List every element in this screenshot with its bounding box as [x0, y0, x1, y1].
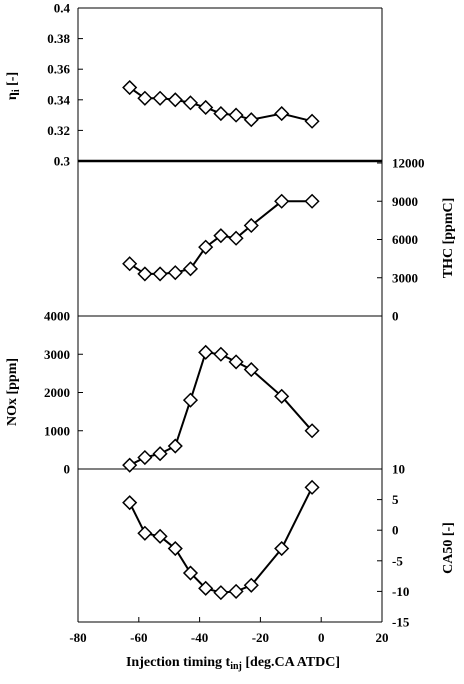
panel-3-point — [198, 344, 214, 360]
panel-2-point — [167, 265, 183, 281]
panel-3-ylabel: NOx [ppm] — [5, 358, 20, 426]
panel-2-point — [228, 230, 244, 246]
panel-4-ytick-label: 0 — [392, 523, 399, 538]
panel-3-point — [167, 438, 183, 454]
panel-4-point — [122, 495, 138, 511]
panel-1-point — [137, 90, 153, 106]
panel-4-ytick-label: -5 — [392, 553, 403, 568]
panel-2-point — [243, 217, 259, 234]
panel-4-point — [213, 585, 229, 601]
panel-2-ytick-label: 12000 — [392, 156, 425, 171]
panel-2-point — [274, 193, 290, 209]
chart-panels: 0.3 0.32 0.34 0.36 0.38 0.4 0 3000 6000 9000 12000… — [44, 1, 425, 646]
panel-2-ytick-label: 6000 — [392, 232, 418, 247]
panel-4-point — [228, 583, 244, 599]
panel-1-ytick-label: 0.32 — [47, 123, 70, 138]
panel-1-ytick-label: 0.36 — [47, 62, 70, 77]
panel-3-point — [274, 388, 290, 404]
panel-4-point — [167, 540, 183, 557]
panel-2-point — [152, 266, 168, 282]
panel-4-ytick-label: -15 — [392, 615, 410, 630]
panel-1-ylabel: ηi [-] — [5, 72, 22, 100]
panel-4-point — [152, 528, 168, 544]
panel-3-point — [122, 457, 138, 473]
panel-1-ytick-label: 0.3 — [54, 154, 71, 169]
panel-2-ytick-label: 3000 — [392, 270, 418, 285]
panel-3-ytick-label: 4000 — [44, 309, 70, 324]
panel-3-point — [304, 423, 320, 439]
panel-2-ylabel: THC [ppmC] — [441, 198, 456, 279]
panel-1-point — [198, 99, 214, 116]
panel-3-point — [228, 354, 244, 370]
panel-3-point — [137, 449, 153, 466]
panel-1-ytick-label: 0.38 — [47, 31, 70, 46]
panel-1-point — [213, 106, 229, 122]
panel-4-point — [198, 580, 214, 596]
panel-4-point — [243, 577, 259, 593]
panel-1-point — [243, 112, 259, 128]
panel-2-point — [122, 256, 138, 272]
panel-2-point — [198, 239, 214, 255]
panel-1-point — [304, 113, 320, 129]
panel-4-point — [182, 565, 199, 581]
panel-1-ytick-label: 0.4 — [54, 1, 71, 16]
x-tick-label: -60 — [130, 630, 147, 645]
x-tick-label: -80 — [69, 630, 86, 645]
panel-1-point — [167, 92, 183, 108]
panel-3-ytick-label: 0 — [64, 462, 71, 477]
panel-3-point — [152, 446, 168, 462]
x-tick-label: 20 — [376, 630, 389, 645]
panel-1-point — [122, 79, 138, 96]
panel-1-point — [182, 95, 199, 111]
panel-4-ytick-label: -10 — [392, 584, 409, 599]
panel-2-ytick-label: 0 — [392, 309, 399, 324]
panel-2-ytick-label: 9000 — [392, 194, 418, 209]
panel-3-ytick-label: 2000 — [44, 385, 70, 400]
panel-1-point — [274, 106, 290, 122]
panel-2-point — [137, 266, 153, 282]
panel-1-point — [152, 90, 168, 106]
panel-3-ytick-label: 1000 — [44, 423, 70, 438]
panel-4-ytick-label: 5 — [392, 492, 399, 507]
panel-1-point — [228, 107, 244, 123]
panel-2-point — [213, 228, 229, 244]
x-tick-label: -40 — [191, 630, 208, 645]
panel-1-ytick-label: 0.34 — [47, 92, 70, 107]
panel-4-ytick-label: 10 — [392, 462, 405, 477]
x-axis-label: Injection timing tinj [deg.CA ATDC] — [126, 655, 340, 672]
panel-2-point — [304, 193, 320, 209]
panel-2-point — [182, 261, 199, 277]
panel-4-point — [137, 525, 153, 541]
panel-3-ytick-label: 3000 — [44, 347, 70, 362]
panel-3-point — [243, 361, 259, 378]
panel-4-ylabel: CA50 [-] — [441, 522, 456, 574]
panel-3-point — [213, 346, 229, 362]
panel-4-point — [274, 540, 290, 557]
panel-4-point — [304, 479, 320, 495]
x-tick-label: -20 — [252, 630, 269, 645]
panel-3-point — [182, 392, 199, 408]
x-tick-label: 0 — [318, 630, 325, 645]
